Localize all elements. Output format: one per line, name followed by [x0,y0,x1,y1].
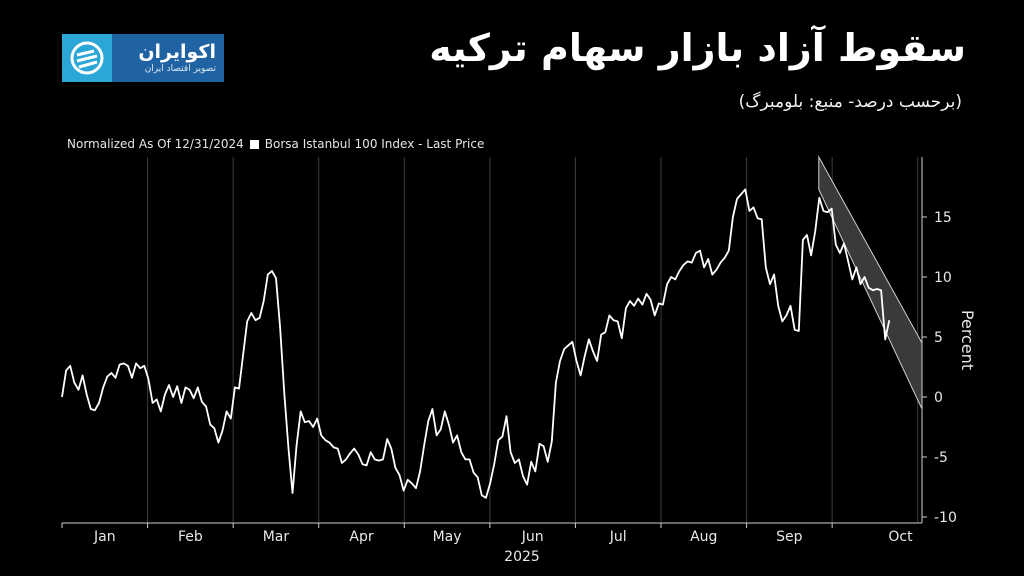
chart-title: سقوط آزاد بازار سهام ترکیه [429,26,966,70]
x-tick-label: Jan [93,529,116,545]
legend-normalized-note: Normalized As Of 12/31/2024 [67,137,244,151]
x-year-label: 2025 [504,549,540,565]
y-tick-label: 0 [934,390,943,406]
brand-name: اکوایران [138,41,216,63]
y-tick-label: -5 [934,450,948,466]
x-tick-label: Jul [609,529,627,545]
chart-subtitle: (برحسب درصد- منبع: بلومبرگ) [738,92,962,112]
x-tick-label: Sep [776,529,803,545]
x-tick-label: Mar [263,529,290,545]
brand-emblem-icon [62,34,112,82]
y-tick-label: 5 [934,330,943,346]
x-tick-label: Apr [349,529,373,545]
x-tick-label: Oct [888,529,913,545]
brand-tagline: تصویر اقتصاد ایران [144,64,216,74]
brand-logo: اکوایران تصویر اقتصاد ایران [62,34,224,82]
x-tick-label: Feb [178,529,203,545]
y-tick-label: 10 [934,270,952,286]
x-tick-label: Aug [690,529,717,545]
y-tick-label: -10 [934,510,957,526]
series-line [61,188,891,499]
legend-series-label: Borsa Istanbul 100 Index - Last Price [264,137,485,151]
brand-text: اکوایران تصویر اقتصاد ایران [112,41,224,75]
legend-swatch [249,139,259,149]
trend-channel [818,155,923,410]
x-tick-label: May [433,529,462,545]
chart-legend: Normalized As Of 12/31/2024 Borsa Istanb… [67,137,484,151]
x-tick-label: Jun [521,529,544,545]
y-tick-label: 15 [934,210,952,226]
y-axis-title: Percent [958,310,977,370]
